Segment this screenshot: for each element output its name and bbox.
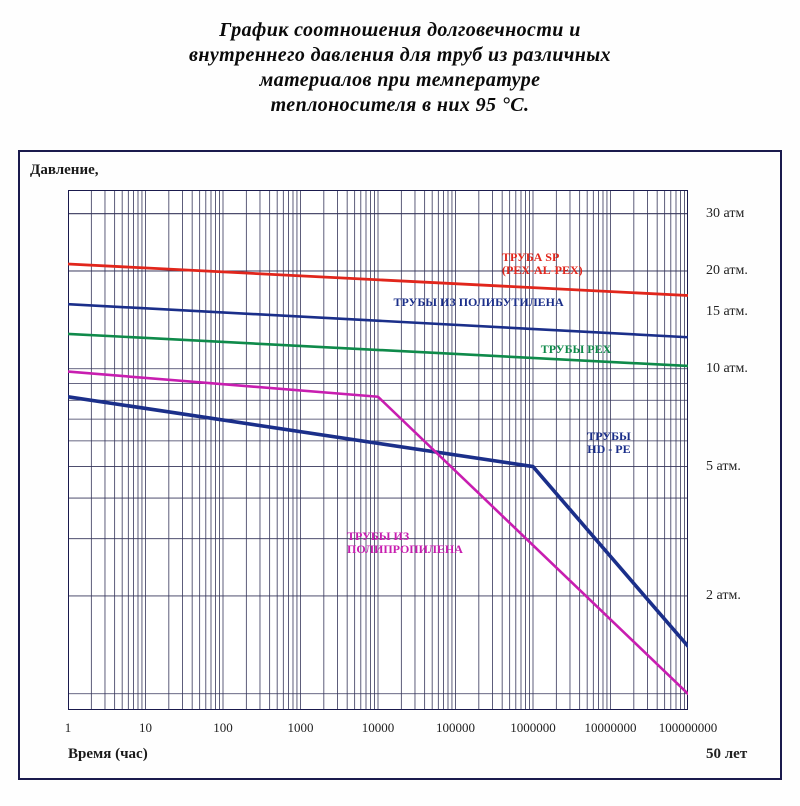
y-tick-label: 20 атм.: [706, 263, 748, 279]
series-label: ТРУБА SP (PEX-AL-PEX): [502, 251, 583, 277]
x-tick-label: 1000: [288, 720, 314, 736]
y-tick-label: 5 атм.: [706, 459, 741, 475]
x-tick-label: 100000: [436, 720, 475, 736]
series-label: ТРУБЫ PEX: [541, 343, 612, 356]
series-label: ТРУБЫ ИЗ ПОЛИБУТИЛЕНА: [394, 296, 564, 309]
y-tick-label: 2 атм.: [706, 588, 741, 604]
x-tick-label: 100000000: [659, 720, 718, 736]
x-tick-label: 10000: [362, 720, 395, 736]
y-tick-label: 10 атм.: [706, 361, 748, 377]
x-tick-label: 10: [139, 720, 152, 736]
x-tick-label: 100: [213, 720, 233, 736]
y-tick-label: 15 атм.: [706, 304, 748, 320]
y-axis-title: Давление,: [30, 162, 99, 179]
x-tick-label: 10000000: [585, 720, 637, 736]
page: График соотношения долговечности и внутр…: [0, 0, 800, 806]
series-label: ТРУБЫ ИЗ ПОЛИПРОПИЛЕНА: [347, 530, 463, 556]
series-label: ТРУБЫ HD - PE: [587, 430, 631, 456]
y-tick-label: 30 атм: [706, 206, 744, 222]
right-bottom-label: 50 лет: [706, 746, 747, 763]
x-tick-label: 1: [65, 720, 72, 736]
x-axis-title: Время (час): [68, 746, 148, 763]
x-tick-label: 1000000: [510, 720, 556, 736]
chart-title: График соотношения долговечности и внутр…: [0, 18, 800, 118]
